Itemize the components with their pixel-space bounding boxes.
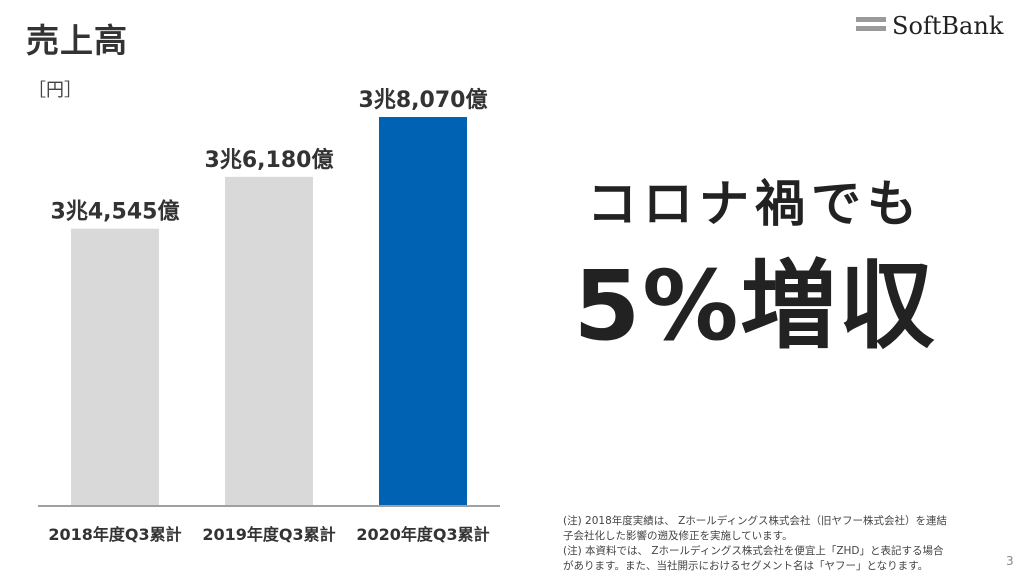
category-label-2: 2019年度Q3累計 [202, 525, 335, 544]
category-label-1: 2018年度Q3累計 [48, 525, 181, 544]
data-label-2: 3兆6,180億 [205, 147, 334, 173]
softbank-bars-logo-icon [856, 17, 886, 35]
category-label-3: 2020年度Q3累計 [356, 525, 489, 544]
logo-text: SoftBank [892, 12, 1004, 40]
footnote-line: (注) 本資料では、 Zホールディングス株式会社を便宜上「ZHD」と表記する場合 [563, 545, 944, 557]
footnote-line: 子会社化した影響の遡及修正を実施しています。 [563, 530, 793, 542]
page-title: 売上高 [26, 21, 128, 60]
page-number: 3 [1006, 554, 1014, 568]
data-label-1: 3兆4,545億 [51, 199, 180, 225]
bar-2 [225, 176, 313, 506]
bar-3 [379, 117, 467, 506]
headline-line-2: 5%増収 [573, 250, 937, 362]
footnote-line: があります。また、当社開示におけるセグメント名は「ヤフー」となります。 [563, 560, 929, 572]
bar-1 [71, 228, 159, 506]
data-label-3: 3兆8,070億 [359, 87, 488, 113]
revenue-bar-chart: 3兆4,545億 2018年度Q3累計 3兆6,180億 2019年度Q3累計 3兆8,… [38, 87, 500, 544]
chart-unit-label: ［円］ [28, 80, 82, 101]
footnotes: (注) 2018年度実績は、 Zホールディングス株式会社（旧ヤフー株式会社）を連… [563, 514, 947, 574]
footnote-line: (注) 2018年度実績は、 Zホールディングス株式会社（旧ヤフー株式会社）を連… [563, 515, 948, 527]
headline-line-1: コロナ禍でも [587, 175, 923, 233]
